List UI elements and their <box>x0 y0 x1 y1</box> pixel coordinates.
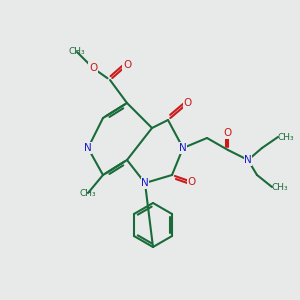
Text: CH₃: CH₃ <box>278 133 295 142</box>
Text: N: N <box>244 155 252 165</box>
Text: O: O <box>224 128 232 138</box>
Text: N: N <box>84 143 92 153</box>
Text: O: O <box>89 63 97 73</box>
Text: O: O <box>184 98 192 108</box>
Text: CH₃: CH₃ <box>272 182 289 191</box>
Text: CH₃: CH₃ <box>69 47 85 56</box>
Text: O: O <box>188 177 196 187</box>
Text: N: N <box>179 143 187 153</box>
Text: O: O <box>123 60 131 70</box>
Text: CH₃: CH₃ <box>80 188 96 197</box>
Text: N: N <box>141 178 149 188</box>
